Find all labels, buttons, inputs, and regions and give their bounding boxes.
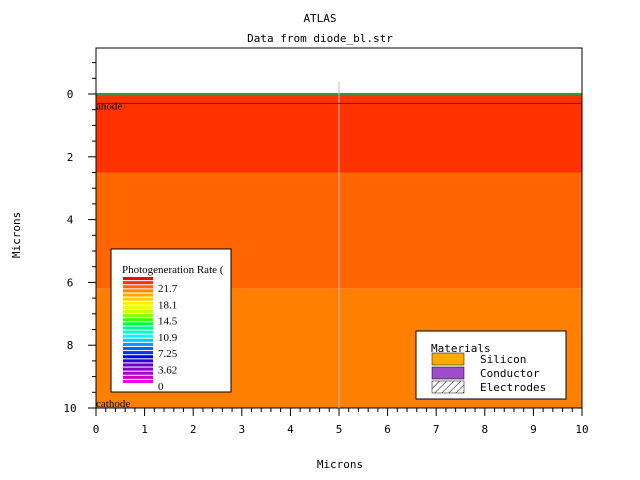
legend-swatch <box>123 363 153 367</box>
electrode-label-anode: anode <box>96 100 122 112</box>
legend-swatch <box>123 338 153 342</box>
legend-swatch <box>123 334 153 338</box>
legend-swatch <box>123 379 153 383</box>
legend-swatch <box>123 346 153 351</box>
legend-swatch <box>123 330 153 334</box>
material-label-electrodes: Electrodes <box>480 381 546 394</box>
electrode-label-cathode: cathode <box>96 398 130 410</box>
material-label-conductor: Conductor <box>480 367 540 380</box>
chart-subtitle: Data from diode_bl.str <box>247 32 393 45</box>
legend-swatch <box>123 281 153 285</box>
materials-title: Materials <box>431 342 491 355</box>
legend-swatch <box>123 309 153 314</box>
x-tick-label: 7 <box>433 423 440 436</box>
legend-swatch <box>123 371 153 375</box>
legend-label: 3.62 <box>158 365 177 377</box>
y-tick-label: 6 <box>67 276 74 289</box>
legend-swatch <box>123 314 153 318</box>
x-tick-label: 1 <box>141 423 148 436</box>
chart-title: ATLAS <box>303 12 336 25</box>
legend-swatch <box>123 342 153 346</box>
legend-label: 18.1 <box>158 299 177 311</box>
y-tick-label: 8 <box>67 339 74 352</box>
material-swatch-silicon <box>431 352 465 366</box>
photogeneration-legend: Photogeneration Rate ( 21.7 18.1 14.5 10.9 7… <box>110 248 232 393</box>
x-axis: 0 1 2 3 4 5 6 7 8 9 10 <box>93 408 589 436</box>
legend-swatch <box>123 375 153 379</box>
x-tick-label: 5 <box>336 423 343 436</box>
y-axis: 0 2 4 6 8 10 <box>63 62 96 415</box>
legend-swatch <box>123 285 153 289</box>
legend-label: 10.9 <box>158 332 178 344</box>
legend-swatches <box>123 277 153 383</box>
legend-labels: 21.7 18.1 14.5 10.9 7.25 3.62 0 <box>158 283 178 393</box>
legend-swatch <box>123 355 153 359</box>
x-tick-label: 4 <box>287 423 294 436</box>
legend-label: 7.25 <box>158 348 178 360</box>
x-tick-label: 9 <box>530 423 537 436</box>
legend-swatch <box>123 359 153 363</box>
x-tick-label: 0 <box>93 423 100 436</box>
x-tick-label: 3 <box>238 423 245 436</box>
material-label-silicon: Silicon <box>480 353 526 366</box>
legend-swatch <box>123 367 153 371</box>
legend-swatch <box>123 322 153 326</box>
legend-swatch <box>123 297 153 301</box>
material-swatch-electrodes <box>431 380 465 394</box>
legend-swatch <box>123 293 153 297</box>
legend-label: 0 <box>158 381 164 393</box>
legend-label: 14.5 <box>158 316 178 328</box>
x-tick-label: 10 <box>575 423 588 436</box>
y-tick-label: 10 <box>63 402 76 415</box>
legend-swatch <box>123 277 153 281</box>
overlay-layer: anode cathode <box>96 82 582 410</box>
legend-label: 21.7 <box>158 283 178 295</box>
x-tick-label: 8 <box>481 423 488 436</box>
legend-swatch <box>123 305 153 309</box>
legend-swatch <box>123 351 153 355</box>
legend-swatch <box>123 289 153 293</box>
x-axis-label: Microns <box>317 458 363 471</box>
legend-swatch <box>123 326 153 330</box>
legend-swatch <box>123 301 153 305</box>
material-swatch-conductor <box>431 366 465 380</box>
y-tick-label: 2 <box>67 151 74 164</box>
x-tick-label: 2 <box>190 423 197 436</box>
legend-title: Photogeneration Rate ( <box>122 264 224 276</box>
y-axis-label: Microns <box>10 212 23 258</box>
y-tick-label: 0 <box>67 88 74 101</box>
x-tick-label: 6 <box>384 423 391 436</box>
legend-swatch <box>123 318 153 322</box>
y-tick-label: 4 <box>67 214 74 227</box>
